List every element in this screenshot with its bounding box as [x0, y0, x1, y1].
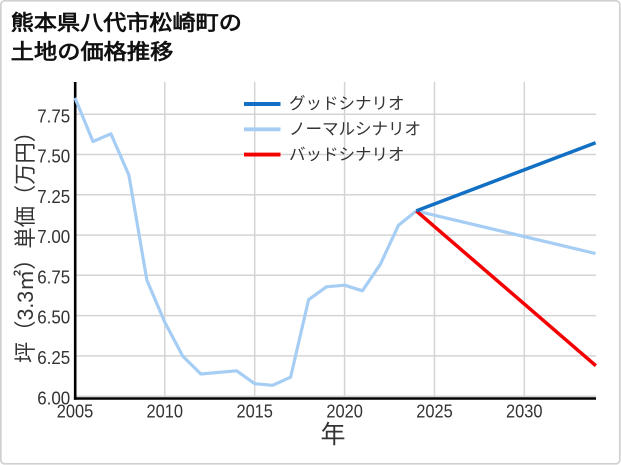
svg-text:7.75: 7.75: [37, 106, 70, 126]
svg-text:熊本県八代市松崎町の: 熊本県八代市松崎町の: [11, 11, 242, 35]
svg-text:2015: 2015: [236, 402, 273, 422]
svg-text:バッドシナリオ: バッドシナリオ: [289, 146, 405, 164]
svg-text:7.25: 7.25: [37, 187, 70, 207]
svg-text:7.50: 7.50: [37, 147, 70, 167]
svg-text:2010: 2010: [147, 402, 184, 422]
svg-text:6.25: 6.25: [37, 348, 70, 368]
svg-text:7.00: 7.00: [37, 227, 70, 247]
svg-text:6.50: 6.50: [37, 308, 70, 328]
svg-text:グッドシナリオ: グッドシナリオ: [289, 94, 405, 113]
svg-text:6.00: 6.00: [37, 388, 70, 408]
svg-text:6.75: 6.75: [37, 267, 70, 287]
svg-text:2025: 2025: [416, 402, 453, 422]
svg-text:土地の価格推移: 土地の価格推移: [11, 40, 174, 64]
svg-text:2020: 2020: [326, 402, 363, 422]
svg-text:ノーマルシナリオ: ノーマルシナリオ: [289, 121, 421, 139]
svg-text:年: 年: [320, 421, 345, 449]
svg-text:坪（3.3㎡）単価（万円）: 坪（3.3㎡）単価（万円）: [13, 121, 38, 363]
svg-text:2005: 2005: [57, 402, 94, 422]
svg-text:2030: 2030: [506, 402, 543, 422]
